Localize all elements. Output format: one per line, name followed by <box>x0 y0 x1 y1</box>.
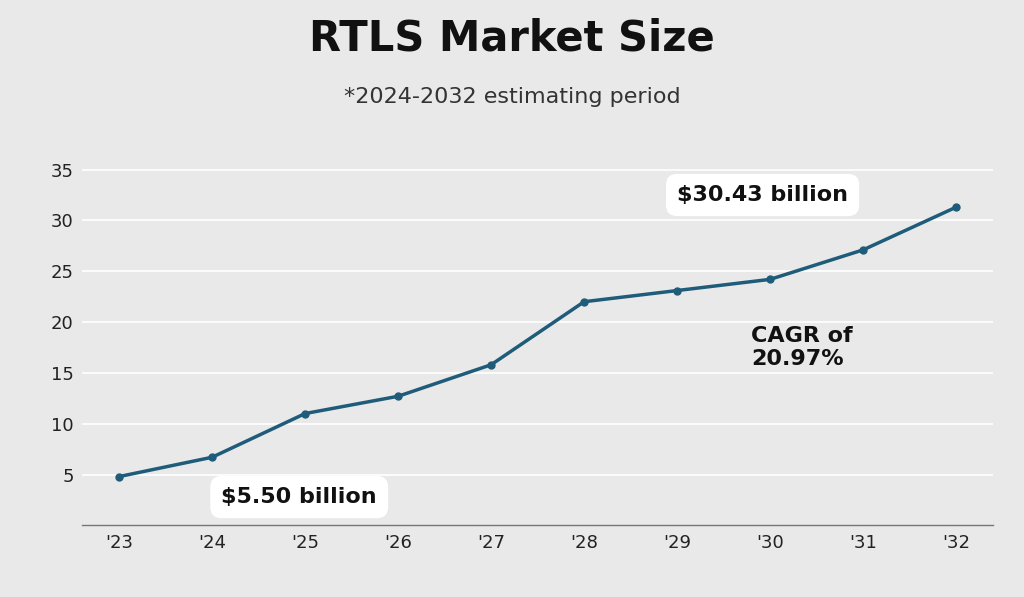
Text: $30.43 billion: $30.43 billion <box>677 185 848 205</box>
Text: $5.50 billion: $5.50 billion <box>221 487 377 507</box>
Text: RTLS Market Size: RTLS Market Size <box>309 18 715 60</box>
Text: *2024-2032 estimating period: *2024-2032 estimating period <box>344 87 680 107</box>
Text: CAGR of
20.97%: CAGR of 20.97% <box>752 326 853 369</box>
